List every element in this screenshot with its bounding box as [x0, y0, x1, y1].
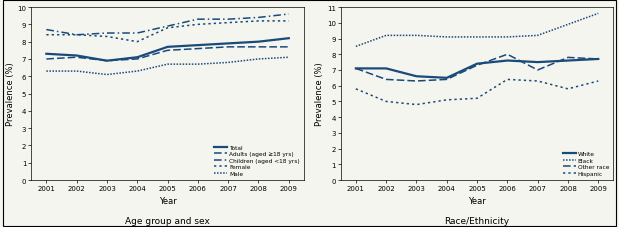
X-axis label: Year: Year [468, 197, 486, 206]
Y-axis label: Prevalence (%): Prevalence (%) [6, 62, 15, 126]
Text: Age group and sex: Age group and sex [125, 216, 210, 225]
Y-axis label: Prevalence (%): Prevalence (%) [315, 62, 324, 126]
Legend: White, Black, Other race, Hispanic: White, Black, Other race, Hispanic [561, 151, 610, 177]
Legend: Total, Adults (aged ≥18 yrs), Children (aged <18 yrs), Female, Male: Total, Adults (aged ≥18 yrs), Children (… [213, 144, 301, 177]
Text: Race/Ethnicity: Race/Ethnicity [444, 216, 509, 225]
X-axis label: Year: Year [158, 197, 176, 206]
